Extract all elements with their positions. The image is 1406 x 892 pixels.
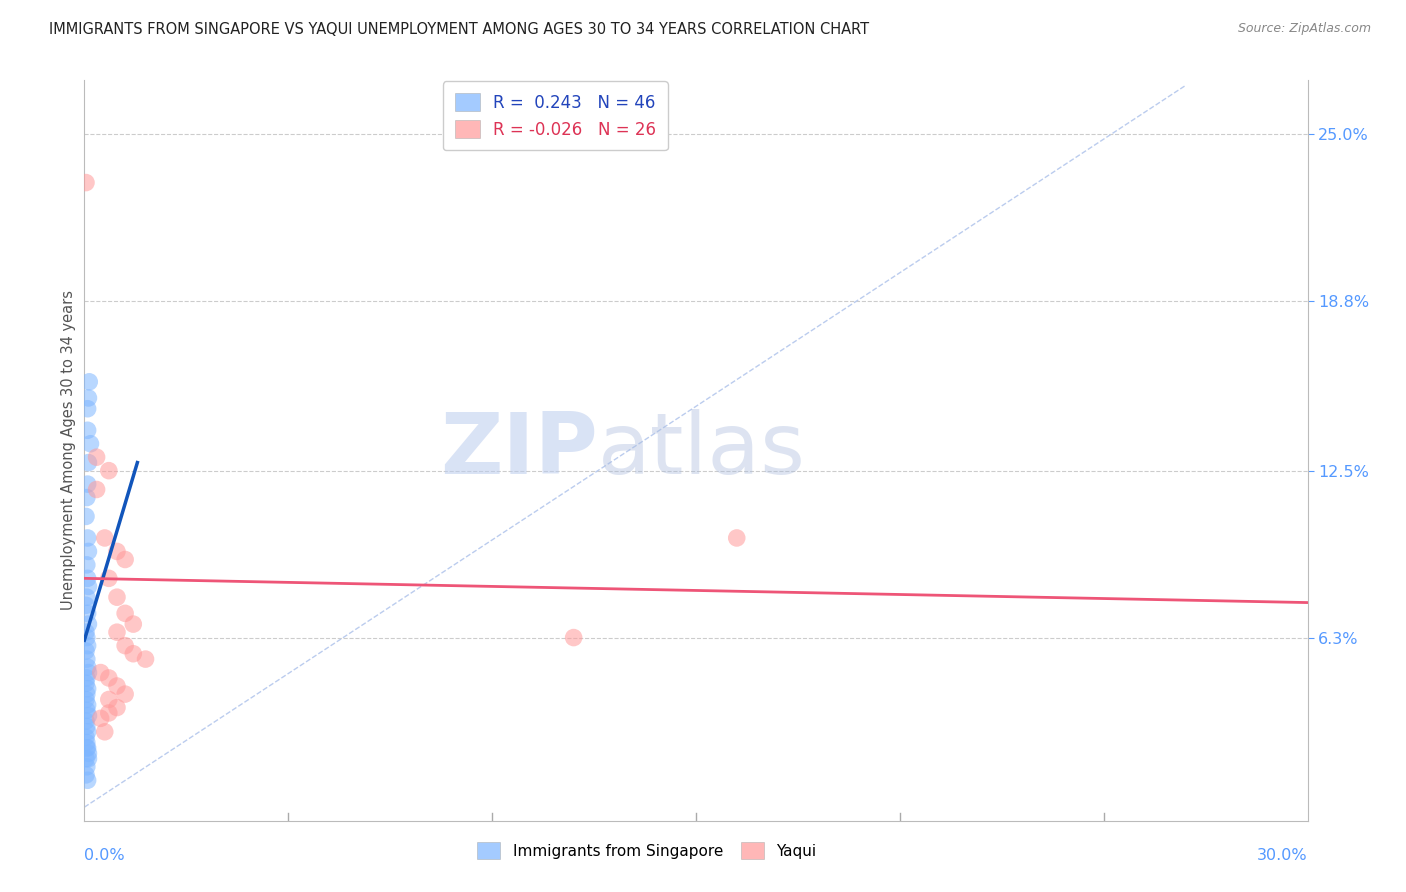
Point — [93, 724, 115, 739]
Point — [76, 631, 98, 645]
Point — [76, 660, 98, 674]
Point — [77, 391, 100, 405]
Point — [75, 730, 97, 744]
Point — [76, 531, 98, 545]
Point — [114, 687, 136, 701]
Point — [122, 647, 145, 661]
Point — [77, 752, 100, 766]
Point — [76, 491, 98, 505]
Point — [93, 531, 115, 545]
Point — [562, 631, 585, 645]
Point — [76, 687, 98, 701]
Point — [76, 724, 98, 739]
Point — [77, 747, 100, 761]
Point — [122, 617, 145, 632]
Point — [76, 741, 98, 756]
Text: 30.0%: 30.0% — [1257, 847, 1308, 863]
Point — [76, 423, 98, 437]
Point — [75, 599, 97, 613]
Point — [75, 692, 97, 706]
Text: ZIP: ZIP — [440, 409, 598, 492]
Point — [76, 558, 98, 572]
Point — [75, 509, 97, 524]
Point — [76, 735, 98, 749]
Point — [76, 681, 98, 696]
Point — [725, 531, 748, 545]
Point — [75, 752, 97, 766]
Point — [75, 176, 97, 190]
Point — [97, 692, 120, 706]
Point — [75, 676, 97, 690]
Legend: Immigrants from Singapore, Yaqui: Immigrants from Singapore, Yaqui — [471, 836, 823, 865]
Point — [135, 652, 157, 666]
Text: Source: ZipAtlas.com: Source: ZipAtlas.com — [1237, 22, 1371, 36]
Point — [97, 671, 120, 685]
Point — [75, 625, 97, 640]
Point — [76, 671, 98, 685]
Point — [75, 714, 97, 728]
Point — [76, 719, 98, 733]
Point — [97, 571, 120, 585]
Point — [105, 544, 128, 558]
Point — [77, 665, 100, 680]
Point — [76, 760, 98, 774]
Point — [76, 741, 98, 756]
Point — [77, 544, 100, 558]
Y-axis label: Unemployment Among Ages 30 to 34 years: Unemployment Among Ages 30 to 34 years — [60, 291, 76, 610]
Point — [76, 703, 98, 717]
Text: IMMIGRANTS FROM SINGAPORE VS YAQUI UNEMPLOYMENT AMONG AGES 30 TO 34 YEARS CORREL: IMMIGRANTS FROM SINGAPORE VS YAQUI UNEMP… — [49, 22, 869, 37]
Point — [79, 436, 101, 450]
Point — [97, 464, 120, 478]
Point — [86, 483, 108, 497]
Point — [76, 639, 98, 653]
Point — [105, 625, 128, 640]
Point — [76, 477, 98, 491]
Point — [76, 652, 98, 666]
Point — [105, 700, 128, 714]
Point — [76, 401, 98, 416]
Point — [114, 552, 136, 566]
Point — [75, 768, 97, 782]
Point — [114, 607, 136, 621]
Point — [77, 579, 100, 593]
Point — [77, 375, 100, 389]
Text: 0.0%: 0.0% — [84, 847, 125, 863]
Point — [76, 571, 98, 585]
Point — [77, 617, 100, 632]
Point — [76, 773, 98, 788]
Point — [76, 698, 98, 712]
Point — [76, 590, 98, 604]
Point — [90, 665, 112, 680]
Point — [77, 456, 100, 470]
Point — [77, 708, 100, 723]
Text: atlas: atlas — [598, 409, 806, 492]
Point — [86, 450, 108, 465]
Point — [114, 639, 136, 653]
Point — [105, 679, 128, 693]
Point — [105, 590, 128, 604]
Point — [90, 711, 112, 725]
Point — [97, 706, 120, 720]
Point — [75, 644, 97, 658]
Point — [76, 607, 98, 621]
